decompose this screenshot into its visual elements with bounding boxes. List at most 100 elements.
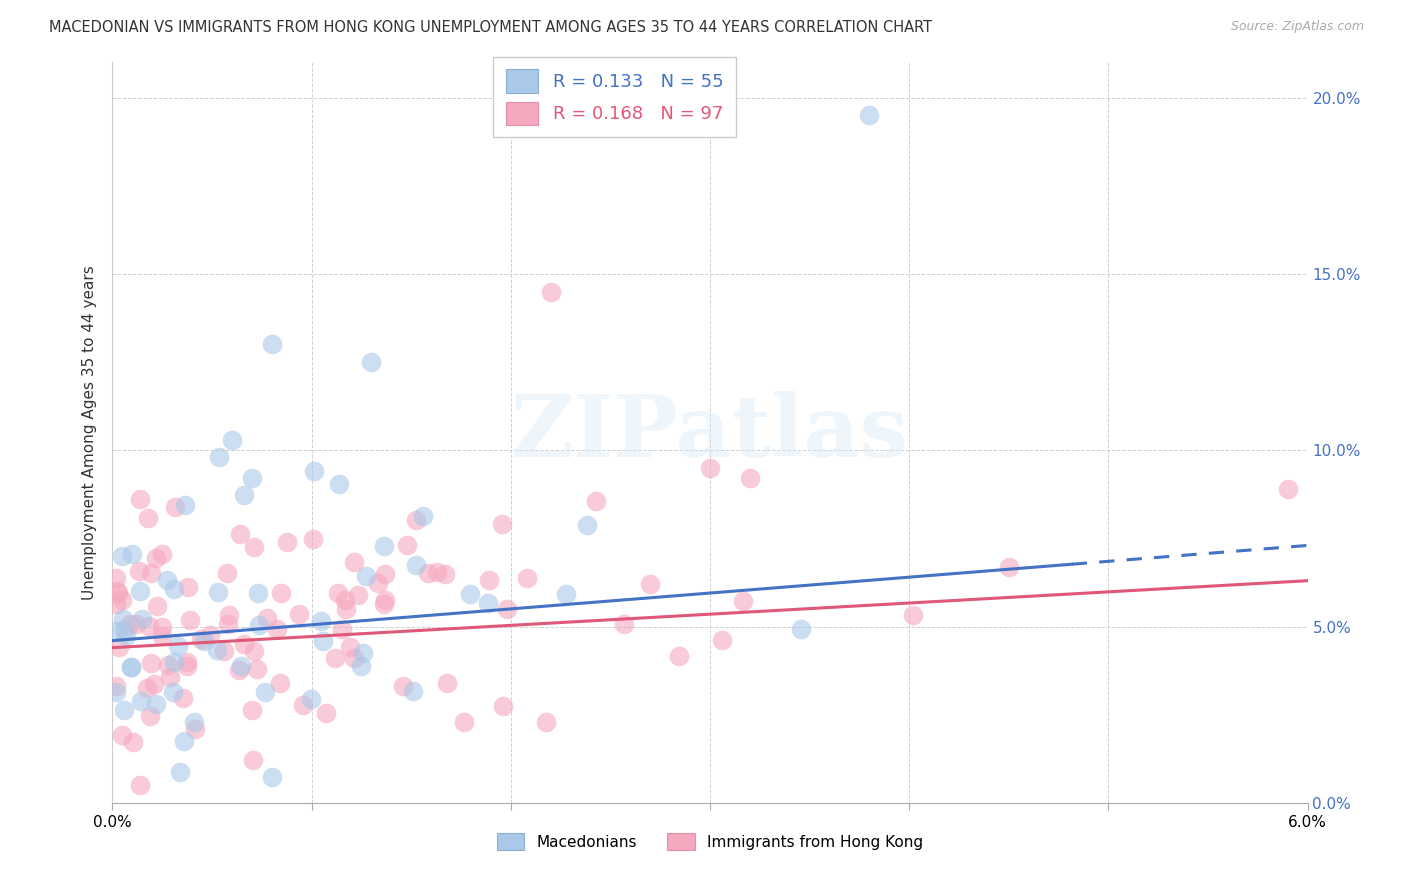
Point — [105, 571, 128, 585]
Point — [342, 555, 364, 569]
Point — [141, 566, 163, 580]
Point — [120, 660, 142, 674]
Point — [120, 617, 142, 632]
Point — [335, 601, 357, 615]
Point — [159, 670, 181, 684]
Point — [141, 656, 163, 670]
Y-axis label: Unemployment Among Ages 35 to 44 years: Unemployment Among Ages 35 to 44 years — [82, 265, 97, 600]
Point — [426, 565, 449, 579]
Point — [110, 549, 132, 563]
Point — [162, 685, 184, 699]
Point — [247, 617, 270, 632]
Point — [343, 651, 366, 665]
Point — [105, 680, 128, 694]
Point — [405, 558, 427, 572]
Point — [246, 662, 269, 676]
Point — [198, 627, 221, 641]
Point — [738, 471, 761, 485]
Point — [150, 547, 173, 561]
Point — [269, 676, 291, 690]
Point — [163, 582, 186, 597]
Point — [129, 694, 152, 708]
Point — [534, 715, 557, 730]
Point — [373, 597, 395, 611]
Point — [229, 659, 252, 673]
Point — [328, 476, 350, 491]
Point — [131, 612, 153, 626]
Point — [229, 527, 252, 541]
Point — [585, 494, 607, 508]
Point — [352, 647, 374, 661]
Point — [302, 532, 325, 546]
Point — [218, 607, 240, 622]
Point — [105, 584, 128, 599]
Point — [240, 471, 263, 485]
Point — [107, 586, 129, 600]
Point — [315, 706, 337, 720]
Point — [112, 623, 135, 637]
Point — [477, 596, 499, 610]
Point — [207, 585, 229, 599]
Point — [243, 540, 266, 554]
Point — [221, 433, 243, 447]
Point — [332, 622, 354, 636]
Point — [190, 632, 212, 647]
Point — [247, 586, 270, 600]
Point — [173, 498, 195, 512]
Point — [169, 764, 191, 779]
Point — [128, 584, 150, 599]
Point — [540, 285, 562, 299]
Point — [405, 513, 427, 527]
Point — [179, 613, 201, 627]
Point — [491, 517, 513, 532]
Point — [333, 593, 356, 607]
Point — [575, 518, 598, 533]
Point — [266, 622, 288, 636]
Point — [176, 580, 198, 594]
Point — [138, 618, 160, 632]
Point — [150, 620, 173, 634]
Point — [302, 464, 325, 478]
Point — [496, 602, 519, 616]
Point — [145, 698, 167, 712]
Point — [165, 500, 187, 514]
Point — [299, 692, 322, 706]
Point — [172, 691, 194, 706]
Point — [240, 703, 263, 717]
Point — [167, 640, 190, 654]
Point — [150, 629, 173, 643]
Point — [901, 607, 924, 622]
Point — [436, 676, 458, 690]
Point — [145, 550, 167, 565]
Point — [354, 568, 377, 582]
Point — [326, 585, 349, 599]
Legend: Macedonians, Immigrants from Hong Kong: Macedonians, Immigrants from Hong Kong — [489, 825, 931, 858]
Point — [128, 778, 150, 792]
Point — [309, 615, 332, 629]
Point — [492, 699, 515, 714]
Point — [478, 573, 501, 587]
Point — [270, 586, 292, 600]
Point — [458, 587, 481, 601]
Point — [105, 685, 128, 699]
Point — [453, 714, 475, 729]
Point — [193, 633, 215, 648]
Point — [256, 611, 278, 625]
Point — [434, 567, 457, 582]
Point — [205, 642, 228, 657]
Point — [360, 355, 382, 369]
Point — [858, 108, 880, 122]
Point — [184, 723, 207, 737]
Point — [638, 577, 661, 591]
Point — [789, 622, 811, 636]
Text: Source: ZipAtlas.com: Source: ZipAtlas.com — [1230, 20, 1364, 33]
Point — [146, 599, 169, 614]
Point — [111, 612, 134, 626]
Point — [233, 637, 256, 651]
Point — [121, 547, 143, 561]
Point — [312, 634, 335, 648]
Point — [233, 488, 256, 502]
Point — [176, 659, 198, 673]
Point — [339, 640, 361, 655]
Point — [111, 592, 134, 607]
